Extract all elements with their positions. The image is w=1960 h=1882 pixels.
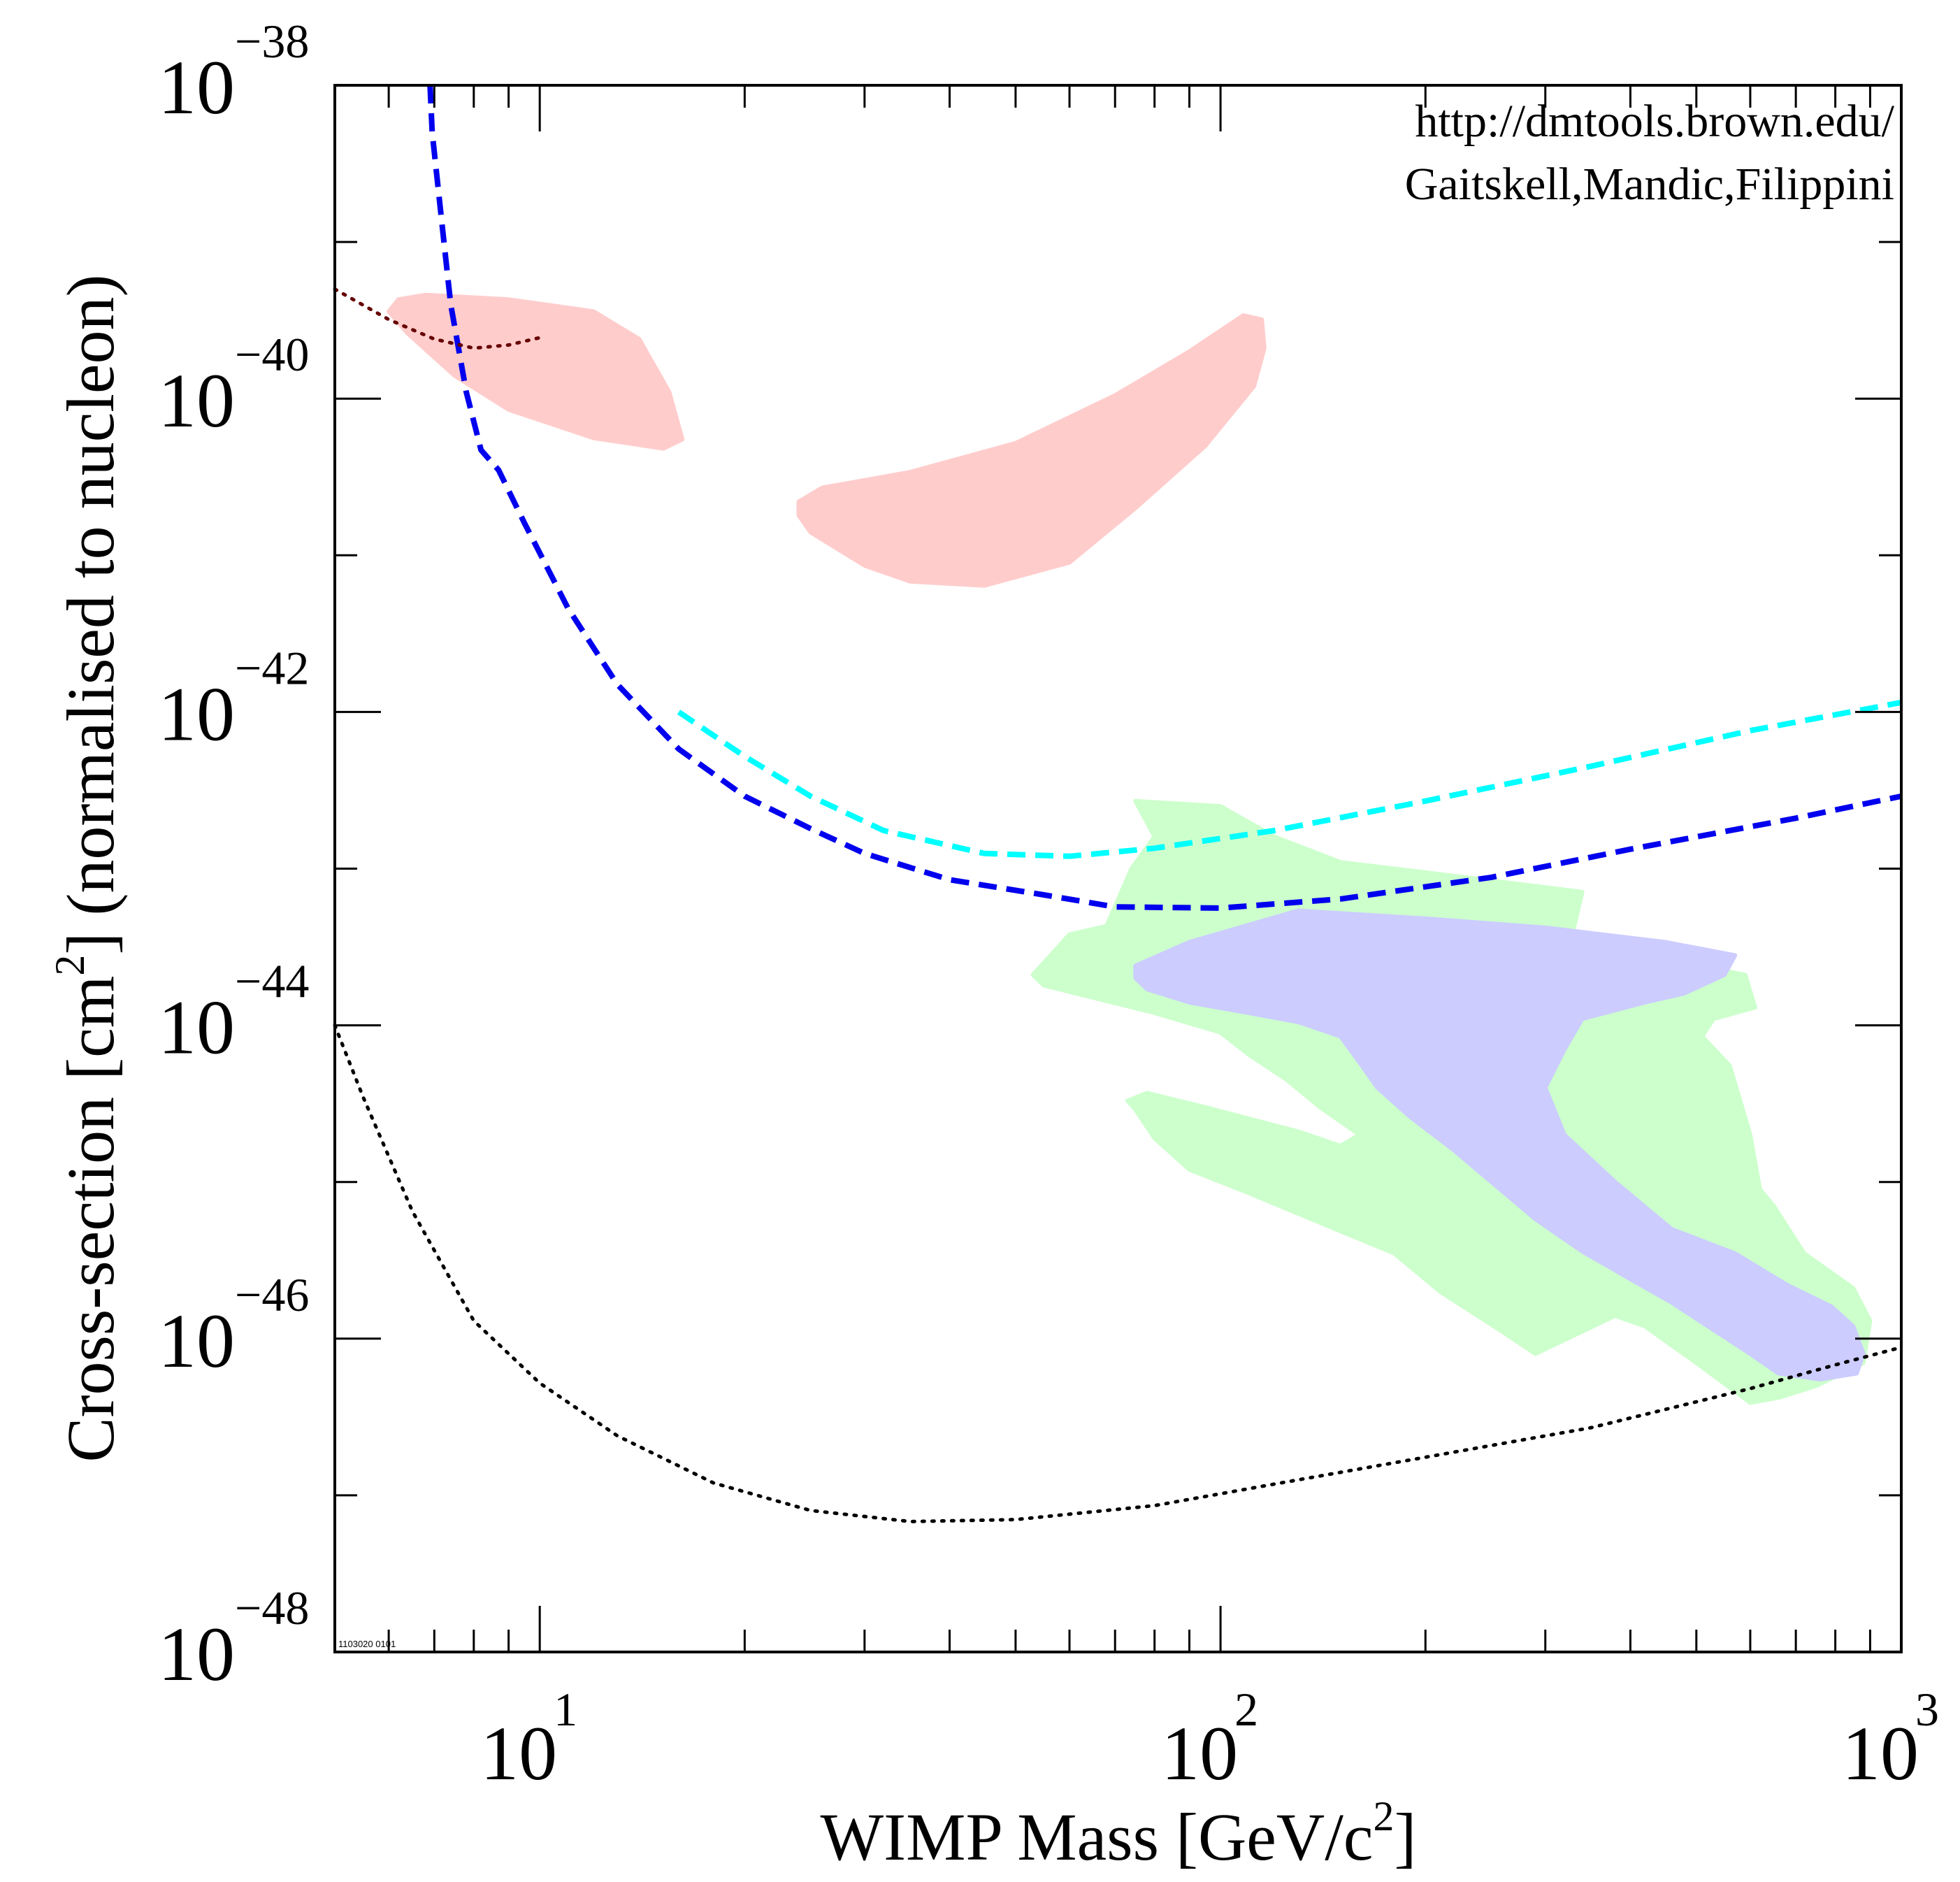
region-pink-high-mass bbox=[796, 313, 1267, 588]
x-tick-label-exponent: 1 bbox=[554, 1683, 577, 1736]
y-tick-label-exponent: −46 bbox=[235, 1268, 309, 1321]
black-dotted-projection bbox=[333, 1023, 1903, 1523]
y-axis-title: Cross-section [cm2] (normalised to nucle… bbox=[47, 275, 128, 1463]
y-tick-label: 10 bbox=[158, 45, 235, 130]
y-tick-label-exponent: −44 bbox=[235, 955, 309, 1008]
region-blue-inner bbox=[1133, 908, 1866, 1381]
y-axis-title-sup: 2 bbox=[47, 955, 93, 976]
darkred-dotted-curve bbox=[333, 287, 542, 350]
annotation-authors: Gaitskell,Mandic,Filippini bbox=[1405, 159, 1894, 210]
y-axis-title-main: Cross-section [cm bbox=[53, 976, 128, 1463]
y-tick-label-exponent: −38 bbox=[235, 15, 309, 68]
x-tick-label: 10 bbox=[1842, 1711, 1919, 1796]
x-tick-label-exponent: 2 bbox=[1234, 1683, 1258, 1736]
y-tick-label-exponent: −40 bbox=[235, 328, 309, 381]
y-tick-label-exponent: −48 bbox=[235, 1581, 309, 1635]
x-axis-title-sup: 2 bbox=[1374, 1793, 1395, 1839]
y-tick-label: 10 bbox=[158, 358, 235, 443]
y-tick-label-exponent: −42 bbox=[235, 641, 309, 694]
cyan-dashed-limit bbox=[677, 699, 1902, 859]
regions-layer bbox=[387, 292, 1873, 1405]
y-tick-label: 10 bbox=[158, 1611, 235, 1697]
series-layer bbox=[333, 85, 1903, 1523]
x-axis-title: WIMP Mass [GeV/c2] bbox=[821, 1793, 1417, 1874]
region-pink-low-mass bbox=[387, 292, 685, 451]
y-tick-label: 10 bbox=[158, 671, 235, 756]
plot-stamp: 1103020 0101 bbox=[338, 1639, 396, 1649]
annotation-url: http://dmtools.brown.edu/ bbox=[1415, 96, 1894, 147]
blue-dashed-limit bbox=[427, 85, 1902, 911]
y-axis-title-end: ] (normalised to nucleon) bbox=[53, 275, 128, 955]
x-tick-label: 10 bbox=[480, 1711, 557, 1796]
x-tick-label-exponent: 3 bbox=[1915, 1683, 1939, 1736]
y-tick-label: 10 bbox=[158, 1298, 235, 1384]
y-tick-label: 10 bbox=[158, 985, 235, 1070]
x-tick-label: 10 bbox=[1161, 1711, 1238, 1796]
x-axis-title-end: ] bbox=[1395, 1800, 1417, 1874]
ticks-layer bbox=[333, 84, 1901, 1653]
x-axis-title-main: WIMP Mass [GeV/c bbox=[821, 1800, 1374, 1874]
